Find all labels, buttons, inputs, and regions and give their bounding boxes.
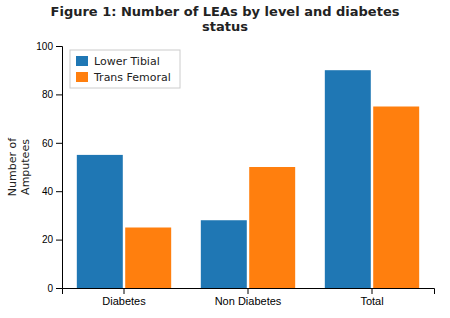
y-tick: 0 bbox=[47, 283, 62, 294]
legend-item: Lower Tibial bbox=[76, 55, 160, 68]
legend-label: Trans Femoral bbox=[93, 71, 171, 84]
bars bbox=[77, 70, 419, 288]
x-tick: Diabetes bbox=[102, 288, 146, 307]
y-tick-label: 20 bbox=[42, 234, 54, 245]
y-tick-label: 0 bbox=[47, 283, 53, 294]
y-tick: 60 bbox=[42, 138, 62, 149]
bar bbox=[125, 228, 171, 289]
y-axis-line bbox=[56, 47, 63, 289]
chart-title: Figure 1: Number of LEAs by level and di… bbox=[51, 4, 400, 34]
y-tick-mark bbox=[56, 46, 62, 47]
chart: Figure 1: Number of LEAs by level and di… bbox=[0, 0, 450, 318]
bar bbox=[373, 107, 419, 289]
bar bbox=[249, 167, 295, 288]
y-tick-label: 40 bbox=[42, 186, 54, 197]
x-axis: Diabetes Non Diabetes Total bbox=[63, 288, 435, 307]
legend-item: Trans Femoral bbox=[76, 71, 171, 84]
legend-label: Lower Tibial bbox=[94, 55, 160, 68]
bar bbox=[201, 220, 247, 288]
x-tick-mark bbox=[372, 288, 373, 294]
x-tick-label: Non Diabetes bbox=[215, 295, 282, 307]
y-tick-mark bbox=[56, 240, 62, 241]
x-tick: Total bbox=[360, 288, 383, 307]
x-tick-label: Total bbox=[360, 295, 383, 307]
legend: Lower Tibial Trans Femoral bbox=[70, 50, 180, 88]
x-tick-label: Diabetes bbox=[102, 295, 146, 307]
plot: Diabetes Non Diabetes Total 0 20 40 60 80 100 Low… bbox=[36, 41, 434, 307]
y-tick-mark bbox=[56, 94, 62, 95]
y-tick-label: 100 bbox=[36, 41, 53, 52]
y-tick-label: 80 bbox=[42, 89, 54, 100]
y-tick: 100 bbox=[36, 41, 62, 52]
y-tick: 40 bbox=[42, 186, 62, 197]
legend-box bbox=[70, 50, 180, 88]
x-tick: Non Diabetes bbox=[215, 288, 282, 307]
y-tick-mark bbox=[56, 191, 62, 192]
bar bbox=[325, 70, 371, 288]
y-tick: 80 bbox=[42, 89, 62, 100]
y-tick-label: 60 bbox=[42, 138, 54, 149]
y-axis-title: Number ofAmputees bbox=[6, 137, 32, 196]
legend-swatch bbox=[76, 72, 88, 82]
y-tick-mark bbox=[56, 143, 62, 144]
y-tick: 20 bbox=[42, 234, 62, 245]
legend-swatch bbox=[76, 56, 88, 66]
x-axis-line bbox=[63, 289, 435, 295]
bar bbox=[77, 155, 123, 288]
y-tick-mark bbox=[56, 288, 62, 289]
x-tick-mark bbox=[124, 288, 125, 294]
x-tick-mark bbox=[248, 288, 249, 294]
y-axis: 0 20 40 60 80 100 bbox=[36, 41, 62, 294]
